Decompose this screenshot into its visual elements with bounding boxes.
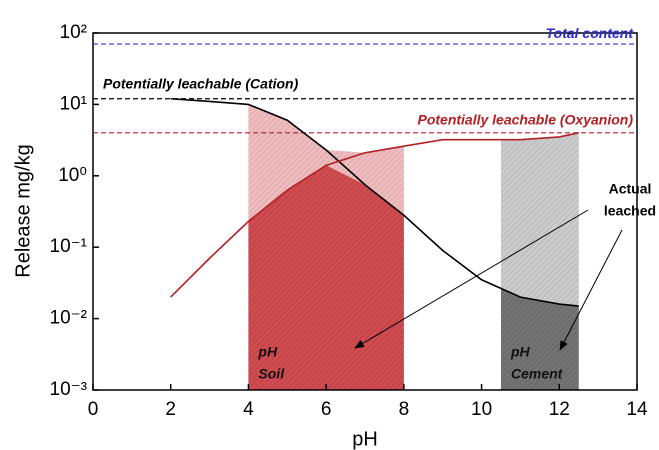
arrow — [559, 229, 623, 351]
y-tick-label: 10⁻¹ — [50, 236, 88, 257]
y-axis-title: Release mg/kg — [12, 144, 34, 277]
y-tick-label: 10⁻² — [50, 308, 88, 329]
x-tick-label: 0 — [88, 399, 99, 420]
x-tick-label: 4 — [243, 399, 254, 420]
x-tick-label: 2 — [165, 399, 176, 420]
range-label: Soil — [258, 366, 285, 382]
reference-label: Potentially leachable (Oxyanion) — [417, 112, 633, 128]
range-hatch — [501, 288, 579, 390]
arrow — [354, 209, 589, 349]
range-label: pH — [257, 344, 278, 360]
y-tick-label: 10⁰ — [58, 165, 87, 186]
reference-label: Total content — [546, 25, 635, 41]
reference-label: Potentially leachable (Cation) — [103, 75, 299, 91]
y-tick-label: 10¹ — [60, 93, 87, 114]
plot-frame — [92, 32, 638, 391]
annotation: Actual — [609, 181, 652, 197]
annotation: leached — [604, 203, 656, 219]
x-tick-label: 12 — [549, 399, 570, 420]
series-line — [170, 97, 579, 307]
x-tick-label: 14 — [626, 399, 648, 420]
range-hatch — [248, 165, 404, 390]
range-label: Cement — [511, 366, 564, 382]
y-tick-label: 10² — [60, 22, 87, 43]
x-tick-label: 6 — [321, 399, 332, 420]
y-tick-label: 10⁻³ — [50, 379, 88, 400]
x-tick-label: 8 — [399, 399, 410, 420]
x-tick-label: 10 — [471, 399, 492, 420]
range-label: pH — [510, 344, 531, 360]
x-axis-title: pH — [352, 428, 378, 450]
series-line — [170, 132, 579, 298]
